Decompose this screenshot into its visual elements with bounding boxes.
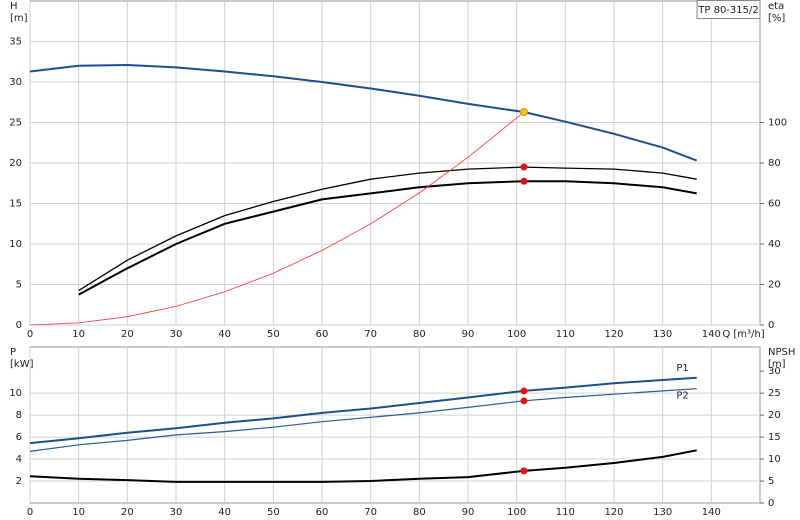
x-tick-label: 70 bbox=[364, 507, 377, 518]
curve bbox=[29, 111, 525, 326]
curve bbox=[29, 388, 697, 452]
y2-axis-label: NPSH bbox=[768, 347, 795, 358]
duty-point bbox=[519, 107, 528, 116]
duty-point bbox=[520, 177, 528, 185]
x-tick-label: 30 bbox=[170, 507, 183, 518]
y2-tick-label: 80 bbox=[768, 158, 781, 169]
x-tick-label: 100 bbox=[507, 507, 526, 518]
y2-tick-label: 40 bbox=[768, 239, 781, 250]
x-tick-label: 120 bbox=[604, 329, 623, 340]
title-box bbox=[696, 0, 761, 19]
chart-title: TP 80-315/2 bbox=[697, 5, 758, 16]
y-tick-label: 10 bbox=[9, 388, 22, 399]
x-tick-label: 0 bbox=[27, 507, 33, 518]
y-tick-label: 5 bbox=[16, 280, 22, 291]
x-tick-label: 50 bbox=[267, 329, 280, 340]
y2-tick-label: 20 bbox=[768, 410, 781, 421]
y-tick-label: 20 bbox=[9, 158, 22, 169]
y-tick-label: 30 bbox=[9, 77, 22, 88]
y-axis-unit: [m] bbox=[10, 13, 28, 24]
x-tick-label: 30 bbox=[170, 329, 183, 340]
duty-point bbox=[520, 163, 528, 171]
y-tick-label: 35 bbox=[9, 37, 22, 48]
x-tick-label: 20 bbox=[121, 507, 134, 518]
x-tick-label: 140 bbox=[702, 329, 721, 340]
x-tick-label: 40 bbox=[218, 329, 231, 340]
duty-point bbox=[520, 387, 528, 395]
y-tick-label: 25 bbox=[9, 118, 22, 129]
y-tick-label: 4 bbox=[16, 454, 22, 465]
y2-axis-unit: [m] bbox=[768, 359, 786, 370]
x-tick-label: 100 bbox=[507, 329, 526, 340]
x-axis-label: Q [m³/h] bbox=[722, 329, 764, 340]
x-tick-label: 120 bbox=[604, 507, 623, 518]
x-tick-label: 70 bbox=[364, 329, 377, 340]
y2-tick-label: 15 bbox=[768, 432, 781, 443]
x-tick-label: 50 bbox=[267, 507, 280, 518]
curve bbox=[29, 63, 698, 162]
y2-tick-label: 5 bbox=[768, 476, 774, 487]
y2-axis-label: eta bbox=[768, 1, 784, 12]
duty-point bbox=[520, 397, 528, 405]
x-tick-label: 140 bbox=[702, 507, 721, 518]
x-tick-label: 110 bbox=[556, 507, 575, 518]
y-tick-label: 8 bbox=[16, 410, 22, 421]
x-tick-label: 60 bbox=[316, 329, 329, 340]
y-axis-unit: [kW] bbox=[10, 359, 34, 370]
curve-label: P1 bbox=[676, 363, 688, 374]
y-tick-label: 2 bbox=[16, 476, 22, 487]
y2-tick-label: 10 bbox=[768, 454, 781, 465]
y-tick-label: 15 bbox=[9, 199, 22, 210]
y2-tick-label: 60 bbox=[768, 199, 781, 210]
curve bbox=[29, 449, 697, 483]
y2-tick-label: 100 bbox=[768, 118, 787, 129]
curve-label: P2 bbox=[676, 391, 688, 402]
x-tick-label: 130 bbox=[653, 507, 672, 518]
x-tick-label: 0 bbox=[27, 329, 33, 340]
y-tick-label: 10 bbox=[9, 239, 22, 250]
y2-tick-label: 20 bbox=[768, 280, 781, 291]
x-tick-label: 110 bbox=[556, 329, 575, 340]
y-axis-label: P bbox=[10, 347, 16, 358]
x-tick-label: 90 bbox=[462, 507, 475, 518]
y-tick-label: 0 bbox=[16, 320, 22, 331]
curve bbox=[29, 376, 697, 445]
y2-tick-label: 25 bbox=[768, 388, 781, 399]
duty-point bbox=[520, 467, 528, 475]
x-tick-label: 80 bbox=[413, 329, 426, 340]
y2-tick-label: 0 bbox=[768, 320, 774, 331]
x-tick-label: 40 bbox=[218, 507, 231, 518]
y2-axis-unit: [%] bbox=[768, 13, 785, 24]
x-tick-label: 20 bbox=[121, 329, 134, 340]
curve bbox=[78, 166, 697, 292]
x-tick-label: 60 bbox=[316, 507, 329, 518]
x-tick-label: 80 bbox=[413, 507, 426, 518]
y2-tick-label: 0 bbox=[768, 498, 774, 509]
x-tick-label: 10 bbox=[72, 329, 85, 340]
y-axis-label: H bbox=[10, 1, 18, 12]
x-tick-label: 90 bbox=[462, 329, 475, 340]
x-tick-label: 10 bbox=[72, 507, 85, 518]
curve bbox=[78, 180, 697, 296]
x-tick-label: 130 bbox=[653, 329, 672, 340]
y2-tick-label: 30 bbox=[768, 366, 781, 377]
y-tick-label: 6 bbox=[16, 432, 22, 443]
